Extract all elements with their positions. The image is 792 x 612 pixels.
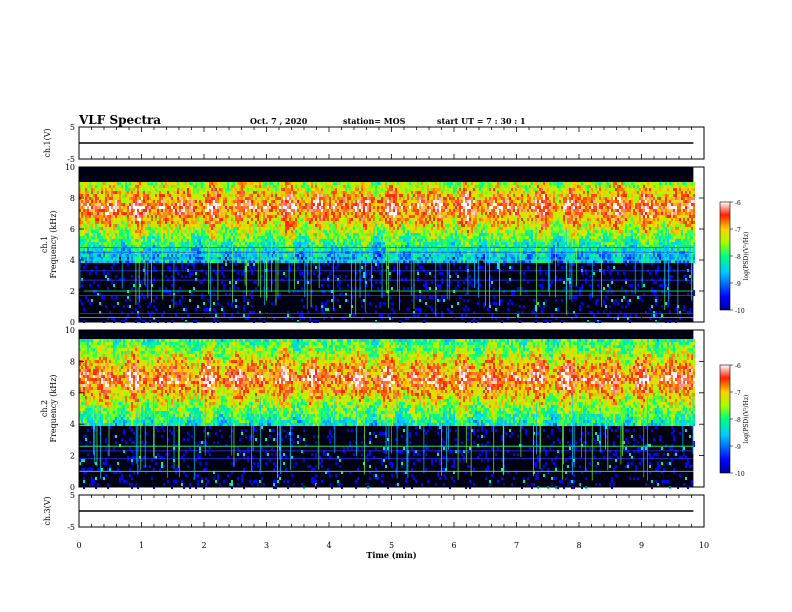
y-tick-label: 6 <box>70 389 75 398</box>
x-ticks <box>78 127 705 159</box>
y-ticks: 5 -5 <box>67 491 704 532</box>
x-axis-label: Time (min) <box>366 550 416 560</box>
colorbar-tick-label: -7 <box>735 227 741 234</box>
x-tick-label: 6 <box>451 541 456 550</box>
y-ticks: 5 -5 <box>67 123 704 164</box>
ch1-spectrogram-narrowband-lines <box>79 247 694 318</box>
ch2-spectrogram-spikes <box>93 393 694 481</box>
y-tick-label: 4 <box>70 420 75 429</box>
colorbar-label: log(PSD)(V²/Hz) <box>743 395 750 444</box>
y-axis-label: ch.3(V) <box>43 496 52 525</box>
x-tick-label: 2 <box>201 541 206 550</box>
y-tick-label: -5 <box>67 155 75 164</box>
x-tick-label: 4 <box>326 541 331 550</box>
y-axis-label: Frequency (kHz) <box>49 374 58 442</box>
y-tick-label: 0 <box>70 318 75 327</box>
y-axis-label: ch.1 <box>40 236 49 253</box>
chart-title: VLF Spectra <box>79 113 162 127</box>
x-tick-label: 5 <box>389 541 394 550</box>
y-tick-label: 2 <box>70 452 75 461</box>
x-tick-label: 0 <box>76 541 81 550</box>
colorbar-label: log(PSD)(V²/Hz) <box>743 232 750 281</box>
x-tick-label: 9 <box>639 541 644 550</box>
x-tick-label: 1 <box>139 541 144 550</box>
y-tick-label: 0 <box>70 483 75 492</box>
colorbar-scale <box>719 201 731 311</box>
y-tick-label: 10 <box>65 326 75 335</box>
ch2-spectrogram-colorbar: -6 -7 -8 -9 -10 log(PSD)(V²/Hz) <box>719 363 750 478</box>
station-label: station= MOS <box>343 116 406 126</box>
date-label: Oct. 7 , 2020 <box>250 116 308 126</box>
y-ticks: 0 2 4 6 8 10 <box>65 163 704 327</box>
y-tick-label: 4 <box>70 256 75 265</box>
x-ticks <box>78 330 705 487</box>
x-tick-label: 3 <box>264 541 269 550</box>
x-tick-label: 7 <box>514 541 519 550</box>
y-axis-label: ch.1(V) <box>43 128 52 157</box>
colorbar-tick-label: -10 <box>735 471 745 478</box>
colorbar-scale <box>719 364 731 474</box>
y-tick-label: 2 <box>70 287 75 296</box>
ch1-spectrogram-spikes <box>79 229 693 316</box>
x-axis: 0 1 2 3 4 5 6 7 8 9 10 Time (min) <box>76 541 709 560</box>
ch1-waveform-ylabel: ch.1(V) <box>43 128 52 157</box>
x-tick-label: 10 <box>699 541 709 550</box>
x-tick-label: 8 <box>576 541 581 550</box>
colorbar-tick-label: -9 <box>735 281 741 288</box>
ch2-spectrogram-ylabel: ch.2 Frequency (kHz) <box>40 374 58 442</box>
y-tick-label: 10 <box>65 163 75 172</box>
ch1-spectrogram-ylabel: ch.1 Frequency (kHz) <box>40 210 58 278</box>
colorbar-tick-label: -7 <box>735 390 741 397</box>
y-tick-label: 8 <box>70 357 75 366</box>
y-tick-label: 6 <box>70 225 75 234</box>
colorbar-tick-label: -6 <box>735 200 741 207</box>
y-axis-label: Frequency (kHz) <box>49 210 58 278</box>
x-ticks <box>78 167 705 322</box>
ch3-waveform-ylabel: ch.3(V) <box>43 496 52 525</box>
y-tick-label: -5 <box>67 523 75 532</box>
ch2-spectrogram-cells <box>79 339 695 489</box>
y-tick-label: 8 <box>70 194 75 203</box>
start-time-label: start UT = 7 : 30 : 1 <box>437 116 526 126</box>
colorbar-tick-label: -9 <box>735 444 741 451</box>
ch1-spectrogram-colorbar: -6 -7 -8 -9 -10 log(PSD)(V²/Hz) <box>719 200 750 315</box>
colorbar-tick-label: -8 <box>735 254 741 261</box>
colorbar-tick-label: -8 <box>735 417 741 424</box>
y-ticks: 0 2 4 6 8 10 <box>65 326 704 492</box>
x-ticks <box>78 495 705 527</box>
colorbar-tick-label: -6 <box>735 363 741 370</box>
y-tick-label: 5 <box>70 123 75 132</box>
y-tick-label: 5 <box>70 491 75 500</box>
colorbar-tick-label: -10 <box>735 308 745 315</box>
y-axis-label: ch.2 <box>40 400 49 417</box>
